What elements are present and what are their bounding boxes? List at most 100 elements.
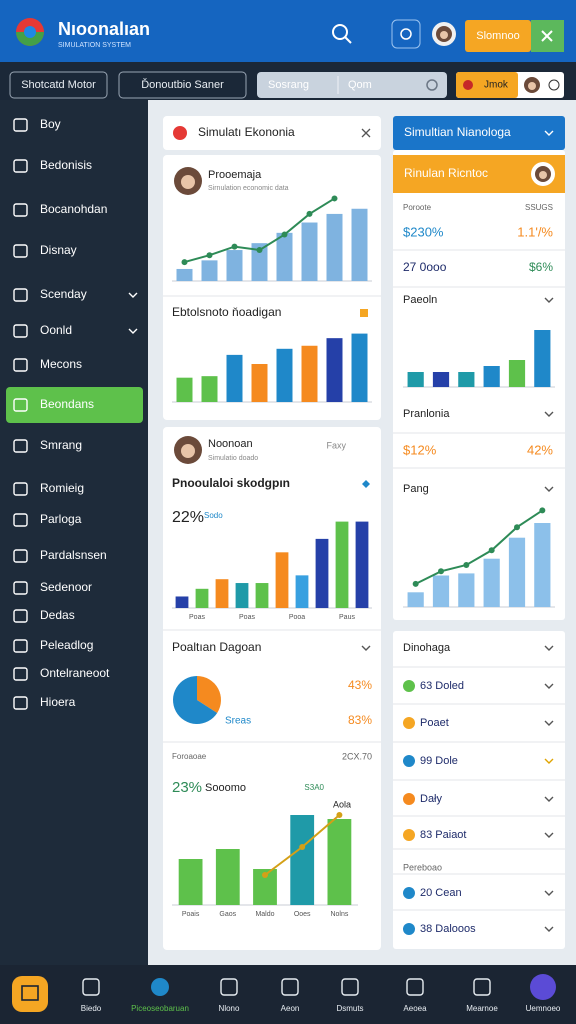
sidebar-item[interactable]: Scenday	[40, 287, 87, 301]
metric-label: Poroote	[403, 203, 432, 212]
toolbar-button[interactable]	[9, 71, 108, 99]
nav-label[interactable]: Piceoseobaruan	[131, 1004, 189, 1013]
logo-part	[16, 32, 44, 46]
profile-name: Noonoan	[208, 438, 253, 450]
sidebar-icon	[13, 118, 28, 132]
toolbar-button[interactable]	[118, 71, 247, 99]
search-clear	[426, 79, 438, 91]
sidebar-item[interactable]: Parloga	[40, 512, 82, 526]
bar	[335, 521, 349, 608]
home-button[interactable]	[12, 976, 48, 1012]
sidebar-item[interactable]: Ontelraneoot	[40, 666, 110, 680]
sidebar-item[interactable]: Bocanohdan	[40, 202, 107, 216]
nav-label[interactable]: Dsmuts	[336, 1004, 363, 1013]
nav-label[interactable]: Aeon	[281, 1004, 300, 1013]
list-item[interactable]: 83 Paiaot	[420, 829, 466, 841]
list-icon	[403, 793, 415, 805]
sidebar-icon	[13, 324, 28, 338]
metric-label: $230%	[403, 224, 444, 239]
bar	[301, 345, 318, 402]
sidebar-item[interactable]: Romieig	[40, 481, 84, 495]
stat-value: 23%	[172, 779, 202, 796]
list-item[interactable]: 38 Dalooos	[420, 923, 476, 935]
trend-point	[181, 259, 188, 266]
sidebar-active	[6, 387, 143, 423]
metric-label: 27 0ooo	[403, 260, 447, 274]
bar	[275, 552, 289, 608]
list-item[interactable]: Pereboao	[403, 862, 442, 872]
sidebar-item[interactable]: Disnay	[40, 243, 77, 257]
sidebar-item[interactable]: Bedonisis	[40, 158, 92, 172]
sidebar-icon	[13, 288, 28, 302]
list-item[interactable]: Poaet	[420, 717, 449, 729]
nav-label[interactable]: Uemnoeo	[526, 1004, 561, 1013]
sidebar-item[interactable]: Mecons	[40, 357, 82, 371]
list-icon	[403, 923, 415, 935]
bar	[326, 338, 343, 402]
bar	[483, 558, 500, 607]
card	[393, 631, 565, 949]
sidebar-item[interactable]: Sedenoor	[40, 580, 92, 594]
bar	[407, 592, 424, 607]
primary-button[interactable]	[465, 20, 531, 52]
bar	[458, 372, 475, 387]
trend-point	[336, 812, 343, 818]
list-item[interactable]: 20 Cean	[420, 887, 462, 899]
nav-label[interactable]: Nlono	[219, 1004, 240, 1013]
trend-point	[488, 547, 495, 554]
chip-label: Jmok	[484, 80, 509, 91]
list-icon	[403, 755, 415, 767]
chevron	[361, 645, 371, 651]
list-item[interactable]: 99 Dole	[420, 755, 458, 767]
trend-point	[412, 580, 419, 587]
x-label: Pooa	[289, 614, 305, 621]
sidebar-item[interactable]: Hioera	[40, 695, 76, 709]
sidebar-item[interactable]: Boy	[40, 117, 61, 131]
nav-icon	[530, 974, 556, 1000]
trend-point	[306, 210, 313, 217]
pie-label: 83%	[348, 713, 372, 727]
chip-icon	[463, 80, 473, 90]
bar	[251, 364, 268, 402]
list-item[interactable]: 63 Doled	[420, 680, 464, 692]
nav-icon	[406, 978, 424, 996]
bar	[253, 869, 277, 905]
list-item[interactable]: Dały	[420, 793, 443, 805]
icon-button[interactable]	[391, 19, 421, 49]
bar	[295, 575, 309, 608]
sidebar-item[interactable]: Oonld	[40, 323, 72, 337]
chevron	[544, 890, 554, 896]
bar	[276, 232, 293, 281]
sidebar-item[interactable]: Beondans	[40, 397, 94, 411]
sidebar-item[interactable]: Peleadlog	[40, 638, 93, 652]
sidebar-icon	[13, 439, 28, 453]
trend-point	[206, 252, 213, 259]
x-label: Gaos	[219, 911, 236, 918]
nav-label[interactable]: Aeoea	[403, 1004, 427, 1013]
sidebar-item[interactable]: Dedas	[40, 608, 75, 622]
avatar-face	[181, 444, 195, 458]
trend-point	[281, 231, 288, 238]
summary-value: 2CX.70	[342, 751, 372, 761]
toolbar-button-label[interactable]: Ďonoutbio Saner	[141, 78, 224, 91]
sidebar-item[interactable]: Pardalsnsen	[40, 548, 107, 562]
nav-label[interactable]: Mearnoe	[466, 1004, 498, 1013]
chevron	[544, 645, 554, 651]
search-input[interactable]	[257, 72, 447, 98]
bar	[432, 575, 450, 607]
sidebar-icon	[13, 203, 28, 217]
profile-caption: Sirnulation economic data	[208, 185, 289, 192]
sidebar-item[interactable]: Smrang	[40, 438, 82, 452]
trend-point	[256, 247, 263, 254]
toolbar-button-label[interactable]: Shotcatd Motor	[21, 79, 96, 91]
search-icon[interactable]	[332, 24, 348, 40]
nav-label[interactable]: Biedo	[81, 1004, 102, 1013]
chevron	[544, 720, 554, 726]
profile-caption: Simulatio doado	[208, 455, 258, 462]
x-label: Ooes	[294, 911, 311, 918]
card	[393, 150, 565, 620]
sidebar	[0, 100, 148, 965]
panel-header[interactable]	[393, 116, 565, 150]
sidebar-icon	[13, 482, 28, 496]
list-icon	[403, 829, 415, 841]
